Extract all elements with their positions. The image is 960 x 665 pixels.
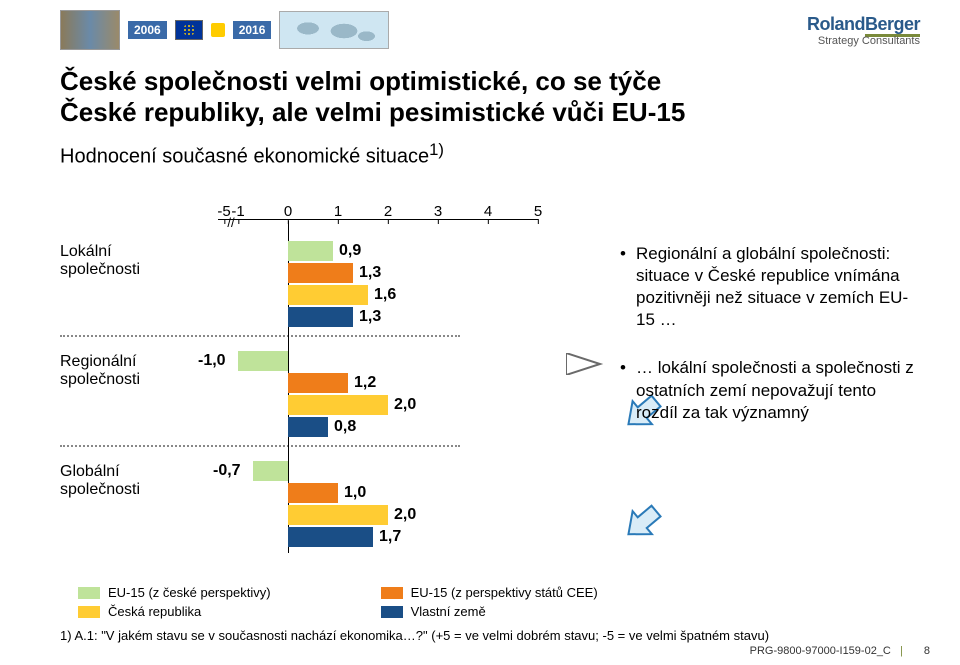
title-area: České společnosti velmi optimistické, co… — [0, 60, 960, 173]
legend-swatch — [381, 587, 403, 599]
legend-label: Vlastní země — [411, 604, 486, 619]
chart-bar — [288, 241, 333, 261]
cz-marker-icon — [211, 23, 225, 37]
bullet-list: Regionální a globální společnosti: situa… — [620, 243, 920, 450]
cat-label-line: společnosti — [60, 261, 140, 278]
legend-column: EU-15 (z perspektivy států CEE) Vlastní … — [381, 585, 598, 619]
chart-bar — [238, 351, 288, 371]
chart-area: Lokální společnosti Regionální společnos… — [0, 183, 960, 573]
bullet-item: … lokální společnosti a společnosti z os… — [620, 357, 920, 423]
bar-value-label: 0,8 — [334, 417, 356, 437]
x-axis-tick: 1 — [334, 203, 342, 220]
subtitle-sup: 1) — [429, 140, 444, 159]
subtitle-text: Hodnocení současné ekonomické situace — [60, 146, 429, 168]
legend-item: Česká republika — [78, 604, 271, 619]
cat-label-local: Lokální společnosti — [60, 243, 200, 280]
chart-bar — [288, 285, 368, 305]
legend-swatch — [381, 606, 403, 618]
legend-swatch — [78, 587, 100, 599]
legend-item: Vlastní země — [381, 604, 598, 619]
legend-label: EU-15 (z české perspektivy) — [108, 585, 271, 600]
legend-column: EU-15 (z české perspektivy) Česká republ… — [78, 585, 271, 619]
cat-label-regional: Regionální společnosti — [60, 353, 200, 390]
x-axis: -5//-1012345 — [218, 203, 538, 221]
chart-bar — [253, 461, 288, 481]
header-photo-strip — [60, 10, 120, 50]
footnote: 1) A.1: "V jakém stavu se v současnosti … — [60, 628, 769, 643]
bar-value-label: 2,0 — [394, 395, 416, 415]
page-header: 2006 2016 RolandBerger Strategy Consulta… — [0, 0, 960, 60]
footer-right: PRG-9800-97000-I159-02_C | 8 — [750, 645, 930, 657]
chart-bar — [288, 505, 388, 525]
chart-bar — [288, 417, 328, 437]
page-subtitle: Hodnocení současné ekonomické situace1) — [60, 140, 900, 169]
brand-text-2: Berger — [865, 14, 920, 37]
bar-value-label: 1,3 — [359, 307, 381, 327]
chart-legend: EU-15 (z české perspektivy) Česká republ… — [78, 585, 598, 619]
brand-logo: RolandBerger — [807, 14, 920, 35]
chart-bar — [288, 263, 353, 283]
x-axis-tick: -1 — [231, 203, 244, 220]
year-left: 2006 — [128, 21, 167, 39]
cat-label-global: Globální společnosti — [60, 463, 200, 500]
header-right: RolandBerger Strategy Consultants — [807, 14, 920, 47]
cat-label-line: společnosti — [60, 371, 140, 388]
world-map-icon — [279, 11, 389, 49]
bar-value-label: 0,9 — [339, 241, 361, 261]
chart-bar — [288, 307, 353, 327]
x-axis-tick: 0 — [284, 203, 292, 220]
title-line-1: České společnosti velmi optimistické, co… — [60, 66, 661, 96]
x-axis-tick: 3 — [434, 203, 442, 220]
chart-bar — [288, 373, 348, 393]
x-axis-tick: 2 — [384, 203, 392, 220]
cat-label-line: Regionální — [60, 353, 137, 370]
year-right: 2016 — [233, 21, 272, 39]
bullet-item: Regionální a globální společnosti: situa… — [620, 243, 920, 331]
bar-value-label: -1,0 — [198, 351, 226, 371]
header-left: 2006 2016 — [60, 10, 389, 50]
brand-text-1: Roland — [807, 14, 865, 34]
title-line-2: České republiky, ale velmi pesimistické … — [60, 97, 685, 127]
cat-label-line: Lokální — [60, 243, 112, 260]
eu-flag-icon — [175, 20, 203, 40]
bar-value-label: -0,7 — [213, 461, 241, 481]
bar-value-label: 2,0 — [394, 505, 416, 525]
x-axis-tick: 4 — [484, 203, 492, 220]
legend-item: EU-15 (z perspektivy států CEE) — [381, 585, 598, 600]
bar-value-label: 1,0 — [344, 483, 366, 503]
legend-label: Česká republika — [108, 604, 201, 619]
footer-page-number: 8 — [924, 645, 930, 657]
bar-chart-plot: -5//-1012345 0,91,31,61,3-1,01,22,00,8-0… — [218, 203, 538, 553]
highlight-arrow-icon — [611, 490, 676, 555]
brand-tagline: Strategy Consultants — [807, 35, 920, 47]
page-title: České společnosti velmi optimistické, co… — [60, 66, 900, 128]
cat-label-line: Globální — [60, 463, 120, 480]
legend-item: EU-15 (z české perspektivy) — [78, 585, 271, 600]
bar-value-label: 1,7 — [379, 527, 401, 547]
bar-value-label: 1,2 — [354, 373, 376, 393]
callout-arrow-icon — [566, 353, 606, 375]
bar-value-label: 1,6 — [374, 285, 396, 305]
cat-label-line: společnosti — [60, 481, 140, 498]
chart-bar — [288, 527, 373, 547]
chart-bar — [288, 395, 388, 415]
x-axis-tick: 5 — [534, 203, 542, 220]
chart-bar — [288, 483, 338, 503]
legend-swatch — [78, 606, 100, 618]
legend-label: EU-15 (z perspektivy států CEE) — [411, 585, 598, 600]
footer-code: PRG-9800-97000-I159-02_C — [750, 645, 891, 657]
footer-separator: | — [900, 645, 903, 657]
bar-value-label: 1,3 — [359, 263, 381, 283]
